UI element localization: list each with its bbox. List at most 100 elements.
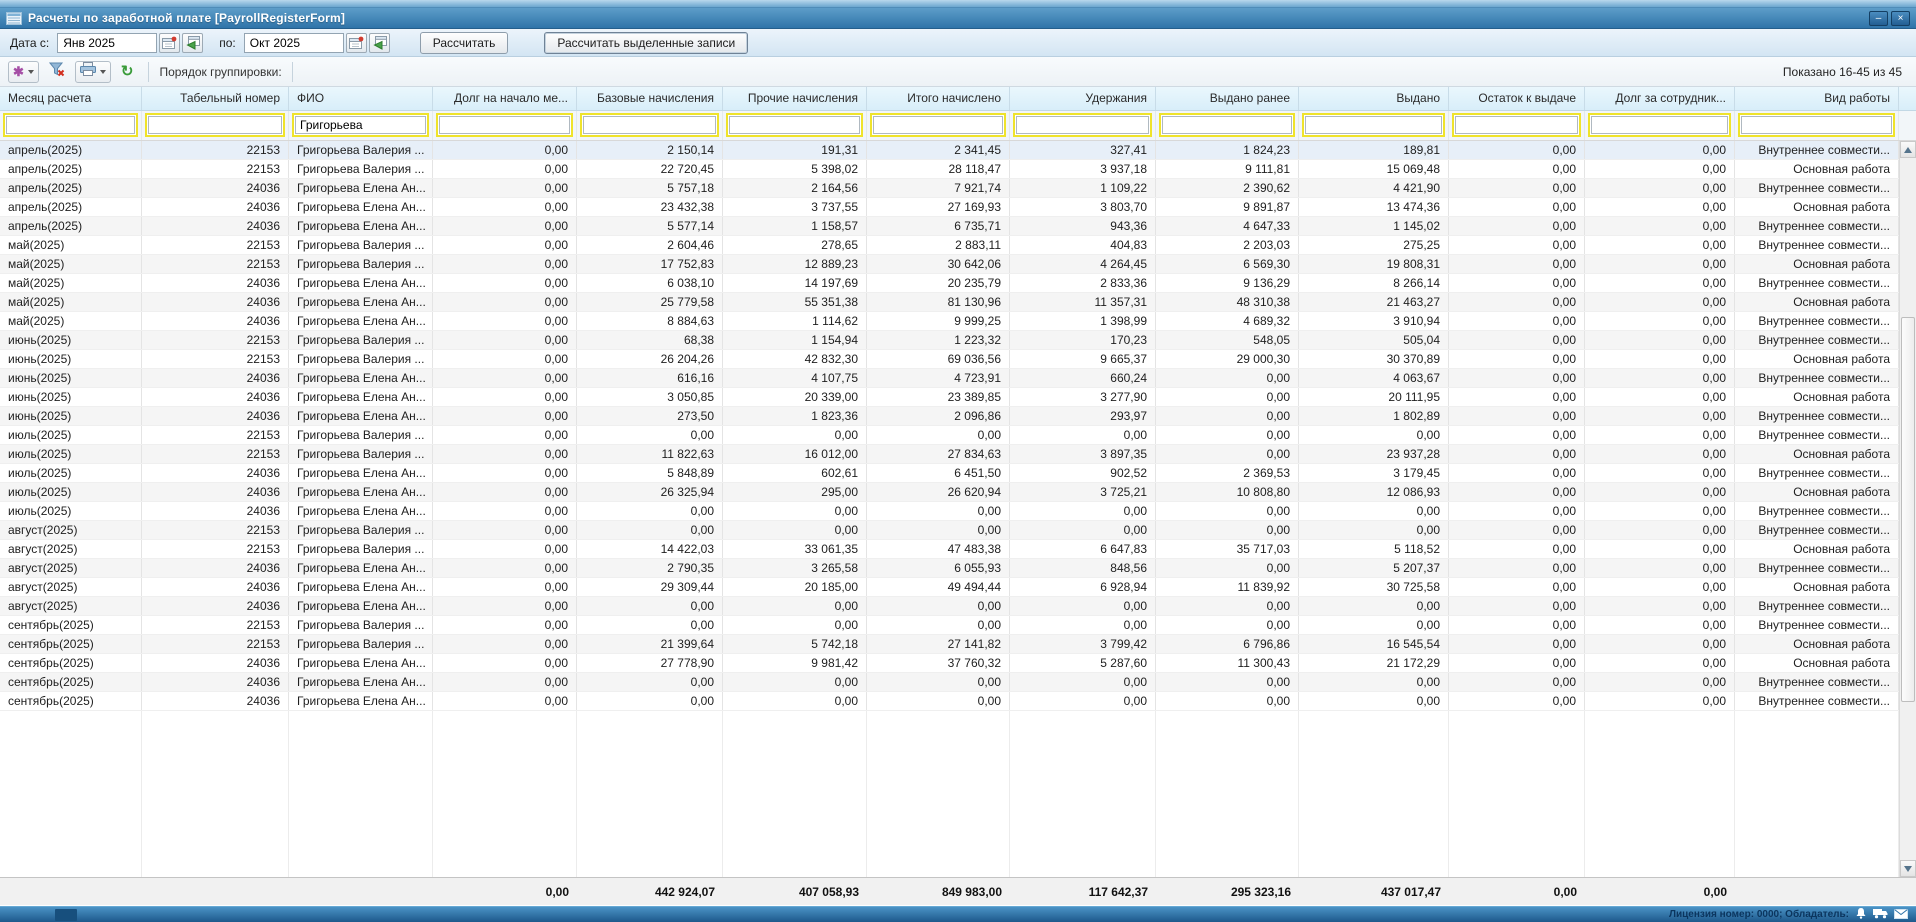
truck-icon[interactable]	[1873, 906, 1888, 922]
table-row[interactable]: июнь(2025) 24036 Григорьева Елена Ан... 0,0…	[0, 407, 1916, 426]
table-row[interactable]: апрель(2025) 24036 Григорьева Елена Ан... 0…	[0, 217, 1916, 236]
table-row[interactable]: май(2025) 24036 Григорьева Елена Ан... 0,00…	[0, 293, 1916, 312]
cell: 30 725,58	[1299, 578, 1449, 596]
calendar-go-icon[interactable]	[368, 32, 390, 53]
filter-input-10[interactable]	[1455, 116, 1578, 134]
cell: 404,83	[1010, 236, 1156, 254]
column-header-2[interactable]: ФИО	[289, 87, 433, 110]
cell: июнь(2025)	[0, 369, 142, 387]
filter-input-9[interactable]	[1305, 116, 1442, 134]
filter-cell	[1299, 111, 1449, 140]
filter-input-12[interactable]	[1741, 116, 1892, 134]
cell: 29 000,30	[1156, 350, 1299, 368]
cell: 0,00	[723, 692, 867, 710]
filter-input-1[interactable]	[148, 116, 282, 134]
cell: 69 036,56	[867, 350, 1010, 368]
filter-input-11[interactable]	[1591, 116, 1728, 134]
table-row[interactable]: сентябрь(2025) 22153 Григорьева Валерия ..…	[0, 635, 1916, 654]
date-to-input[interactable]	[243, 32, 344, 53]
column-header-1[interactable]: Табельный номер	[142, 87, 289, 110]
cell: 11 839,92	[1156, 578, 1299, 596]
table-row[interactable]: август(2025) 22153 Григорьева Валерия ... 0…	[0, 521, 1916, 540]
filter-input-3[interactable]	[439, 116, 570, 134]
calculate-button[interactable]: Рассчитать	[419, 31, 509, 54]
table-row[interactable]: июнь(2025) 22153 Григорьева Валерия ... 0,0…	[0, 350, 1916, 369]
cell: 0,00	[1449, 635, 1585, 653]
column-header-6[interactable]: Итого начислено	[867, 87, 1010, 110]
cell: 22 720,45	[577, 160, 723, 178]
filter-input-8[interactable]	[1162, 116, 1292, 134]
date-from-input[interactable]	[57, 32, 158, 53]
table-row[interactable]: сентябрь(2025) 24036 Григорьева Елена Ан..…	[0, 654, 1916, 673]
calendar-icon[interactable]	[345, 32, 367, 53]
scrollbar-thumb[interactable]	[1901, 317, 1915, 702]
vertical-scrollbar[interactable]	[1899, 141, 1916, 877]
filter-input-6[interactable]	[873, 116, 1003, 134]
filter-input-7[interactable]	[1016, 116, 1149, 134]
table-row[interactable]: сентябрь(2025) 24036 Григорьева Елена Ан..…	[0, 673, 1916, 692]
clear-filter-button[interactable]	[44, 61, 70, 83]
settings-menu-button[interactable]: ✱	[8, 60, 39, 83]
table-row[interactable]: май(2025) 24036 Григорьева Елена Ан... 0,00…	[0, 312, 1916, 331]
table-row[interactable]: август(2025) 22153 Григорьева Валерия ... 0…	[0, 540, 1916, 559]
column-header-3[interactable]: Долг на начало ме...	[433, 87, 577, 110]
bell-icon[interactable]	[1855, 906, 1867, 922]
cell: 0,00	[1585, 559, 1735, 577]
cell: 0,00	[723, 616, 867, 634]
calendar-icon[interactable]	[159, 32, 181, 53]
filter-input-2[interactable]	[295, 116, 426, 134]
table-row[interactable]: август(2025) 24036 Григорьева Елена Ан... 0…	[0, 597, 1916, 616]
form-icon	[6, 11, 22, 25]
table-row[interactable]: июль(2025) 24036 Григорьева Елена Ан... 0,0…	[0, 483, 1916, 502]
cell: Внутреннее совмести...	[1735, 521, 1899, 539]
date-to-field	[243, 32, 390, 53]
table-row[interactable]: апрель(2025) 22153 Григорьева Валерия ... 0…	[0, 160, 1916, 179]
filter-input-4[interactable]	[583, 116, 716, 134]
column-header-0[interactable]: Месяц расчета	[0, 87, 142, 110]
table-row[interactable]: июнь(2025) 22153 Григорьева Валерия ... 0,0…	[0, 331, 1916, 350]
table-row[interactable]: май(2025) 24036 Григорьева Елена Ан... 0,00…	[0, 274, 1916, 293]
table-row[interactable]: июль(2025) 24036 Григорьева Елена Ан... 0,0…	[0, 464, 1916, 483]
column-header-10[interactable]: Остаток к выдаче	[1449, 87, 1585, 110]
column-header-12[interactable]: Вид работы	[1735, 87, 1899, 110]
scroll-down-button[interactable]	[1900, 860, 1916, 877]
refresh-button[interactable]: ↻	[116, 61, 139, 83]
column-header-7[interactable]: Удержания	[1010, 87, 1156, 110]
table-row[interactable]: апрель(2025) 22153 Григорьева Валерия ... 0…	[0, 141, 1916, 160]
table-row[interactable]: июль(2025) 24036 Григорьева Елена Ан... 0,0…	[0, 502, 1916, 521]
cell: 55 351,38	[723, 293, 867, 311]
filter-cell	[1156, 111, 1299, 140]
column-header-5[interactable]: Прочие начисления	[723, 87, 867, 110]
column-header-11[interactable]: Долг за сотрудник...	[1585, 87, 1735, 110]
table-row[interactable]: июль(2025) 22153 Григорьева Валерия ... 0,0…	[0, 426, 1916, 445]
cell: 8 266,14	[1299, 274, 1449, 292]
column-header-8[interactable]: Выдано ранее	[1156, 87, 1299, 110]
table-row[interactable]: июль(2025) 22153 Григорьева Валерия ... 0,0…	[0, 445, 1916, 464]
table-row[interactable]: июнь(2025) 24036 Григорьева Елена Ан... 0,0…	[0, 369, 1916, 388]
cell: 0,00	[1449, 692, 1585, 710]
table-row[interactable]: май(2025) 22153 Григорьева Валерия ... 0,00…	[0, 236, 1916, 255]
table-row[interactable]: май(2025) 22153 Григорьева Валерия ... 0,00…	[0, 255, 1916, 274]
column-header-9[interactable]: Выдано	[1299, 87, 1449, 110]
scroll-up-button[interactable]	[1900, 141, 1916, 158]
envelope-icon[interactable]	[1894, 906, 1908, 922]
minimize-button[interactable]: –	[1869, 10, 1888, 26]
calendar-go-icon[interactable]	[182, 32, 204, 53]
close-button[interactable]: ×	[1891, 10, 1910, 26]
cell: Основная работа	[1735, 540, 1899, 558]
filter-input-0[interactable]	[6, 116, 135, 134]
table-row[interactable]: август(2025) 24036 Григорьева Елена Ан... 0…	[0, 559, 1916, 578]
cell: 4 421,90	[1299, 179, 1449, 197]
column-header-4[interactable]: Базовые начисления	[577, 87, 723, 110]
table-row[interactable]: август(2025) 24036 Григорьева Елена Ан... 0…	[0, 578, 1916, 597]
table-row[interactable]: апрель(2025) 24036 Григорьева Елена Ан... 0…	[0, 198, 1916, 217]
table-row[interactable]: сентябрь(2025) 24036 Григорьева Елена Ан..…	[0, 692, 1916, 711]
cell: 6 055,93	[867, 559, 1010, 577]
calculate-selected-button[interactable]: Рассчитать выделенные записи	[544, 31, 749, 54]
table-row[interactable]: апрель(2025) 24036 Григорьева Елена Ан... 0…	[0, 179, 1916, 198]
print-menu-button[interactable]	[74, 60, 111, 83]
table-row[interactable]: сентябрь(2025) 22153 Григорьева Валерия ..…	[0, 616, 1916, 635]
table-row[interactable]: июнь(2025) 24036 Григорьева Елена Ан... 0,0…	[0, 388, 1916, 407]
filter-input-5[interactable]	[729, 116, 860, 134]
cell: 0,00	[1010, 692, 1156, 710]
